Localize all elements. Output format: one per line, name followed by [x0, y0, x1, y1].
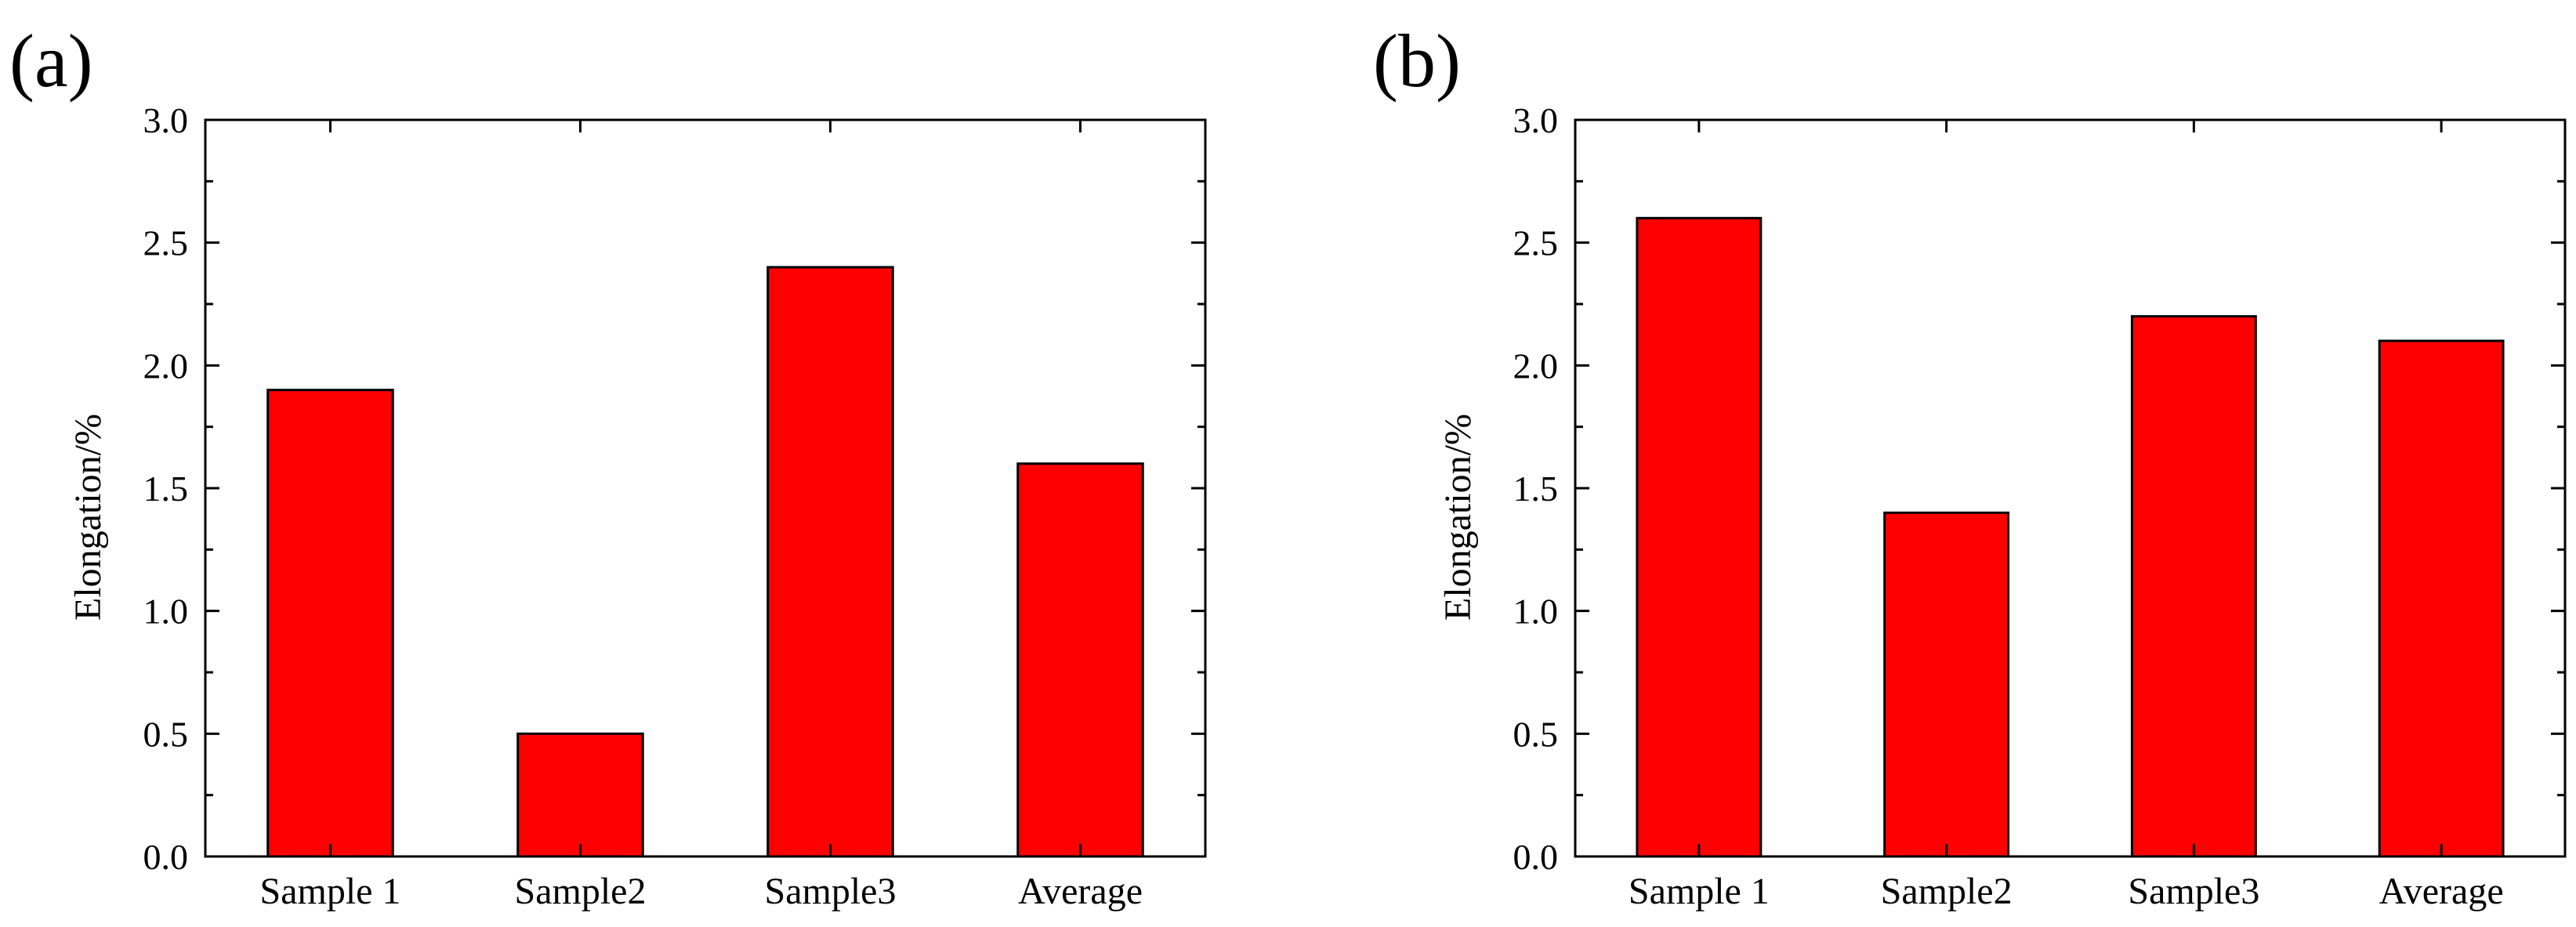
- x-tick-label: Sample2: [515, 871, 647, 912]
- panel-label: (b): [1373, 19, 1461, 103]
- tick-group: Sample 1 Sample2 Sample3 Average 0.0 0.5 1.0 1.…: [1513, 100, 2565, 912]
- y-tick-label: 2.5: [1513, 223, 1559, 263]
- tick-group: Sample 1 Sample2 Sample3 Average 0.0 0.5 1.0 1.…: [143, 100, 1205, 912]
- bar: [266, 389, 394, 858]
- x-tick-label: Sample2: [1881, 871, 2013, 912]
- bar: [516, 732, 644, 858]
- y-tick-label: 3.0: [143, 100, 189, 140]
- x-tick-label: Sample3: [2128, 871, 2259, 912]
- y-axis-label: Elongation/%: [1437, 414, 1479, 621]
- plot-frame: [204, 118, 1207, 858]
- x-tick-label: Sample3: [765, 871, 897, 912]
- y-tick-label: 2.0: [143, 346, 189, 386]
- bar: [766, 266, 894, 858]
- bar: [1883, 511, 2010, 858]
- x-tick-label: Sample 1: [260, 871, 401, 912]
- y-tick-label: 0.0: [143, 837, 189, 877]
- x-tick-label: Average: [1018, 871, 1143, 912]
- bar: [1636, 216, 1763, 858]
- y-tick-label: 0.5: [143, 714, 189, 754]
- plot-frame: [1574, 118, 2567, 858]
- panel-label: (a): [9, 19, 93, 103]
- x-tick-label: Average: [2379, 871, 2504, 912]
- y-tick-label: 2.0: [1513, 346, 1559, 386]
- bar: [1016, 462, 1144, 858]
- y-tick-label: 1.0: [143, 592, 189, 632]
- bar-group: [1636, 216, 2505, 858]
- y-tick-label: 1.0: [1513, 592, 1559, 632]
- y-tick-label: 1.5: [143, 469, 189, 509]
- x-tick-label: Sample 1: [1629, 871, 1770, 912]
- y-tick-label: 0.0: [1513, 837, 1559, 877]
- y-tick-label: 1.5: [1513, 469, 1559, 509]
- bar: [2130, 315, 2257, 858]
- y-tick-label: 0.5: [1513, 714, 1559, 754]
- y-tick-label: 3.0: [1513, 100, 1559, 140]
- chart-panel-b: (b) Elongation/% Sample 1 Sample2 Sample3 A…: [1373, 19, 2567, 912]
- y-axis-label: Elongation/%: [67, 414, 109, 621]
- bar-group: [266, 266, 1144, 858]
- chart-panel-a: (a) Elongation/% Sample 1 Sample2 Sample3 A…: [9, 19, 1207, 912]
- bar: [2378, 339, 2505, 858]
- y-tick-label: 2.5: [143, 223, 189, 263]
